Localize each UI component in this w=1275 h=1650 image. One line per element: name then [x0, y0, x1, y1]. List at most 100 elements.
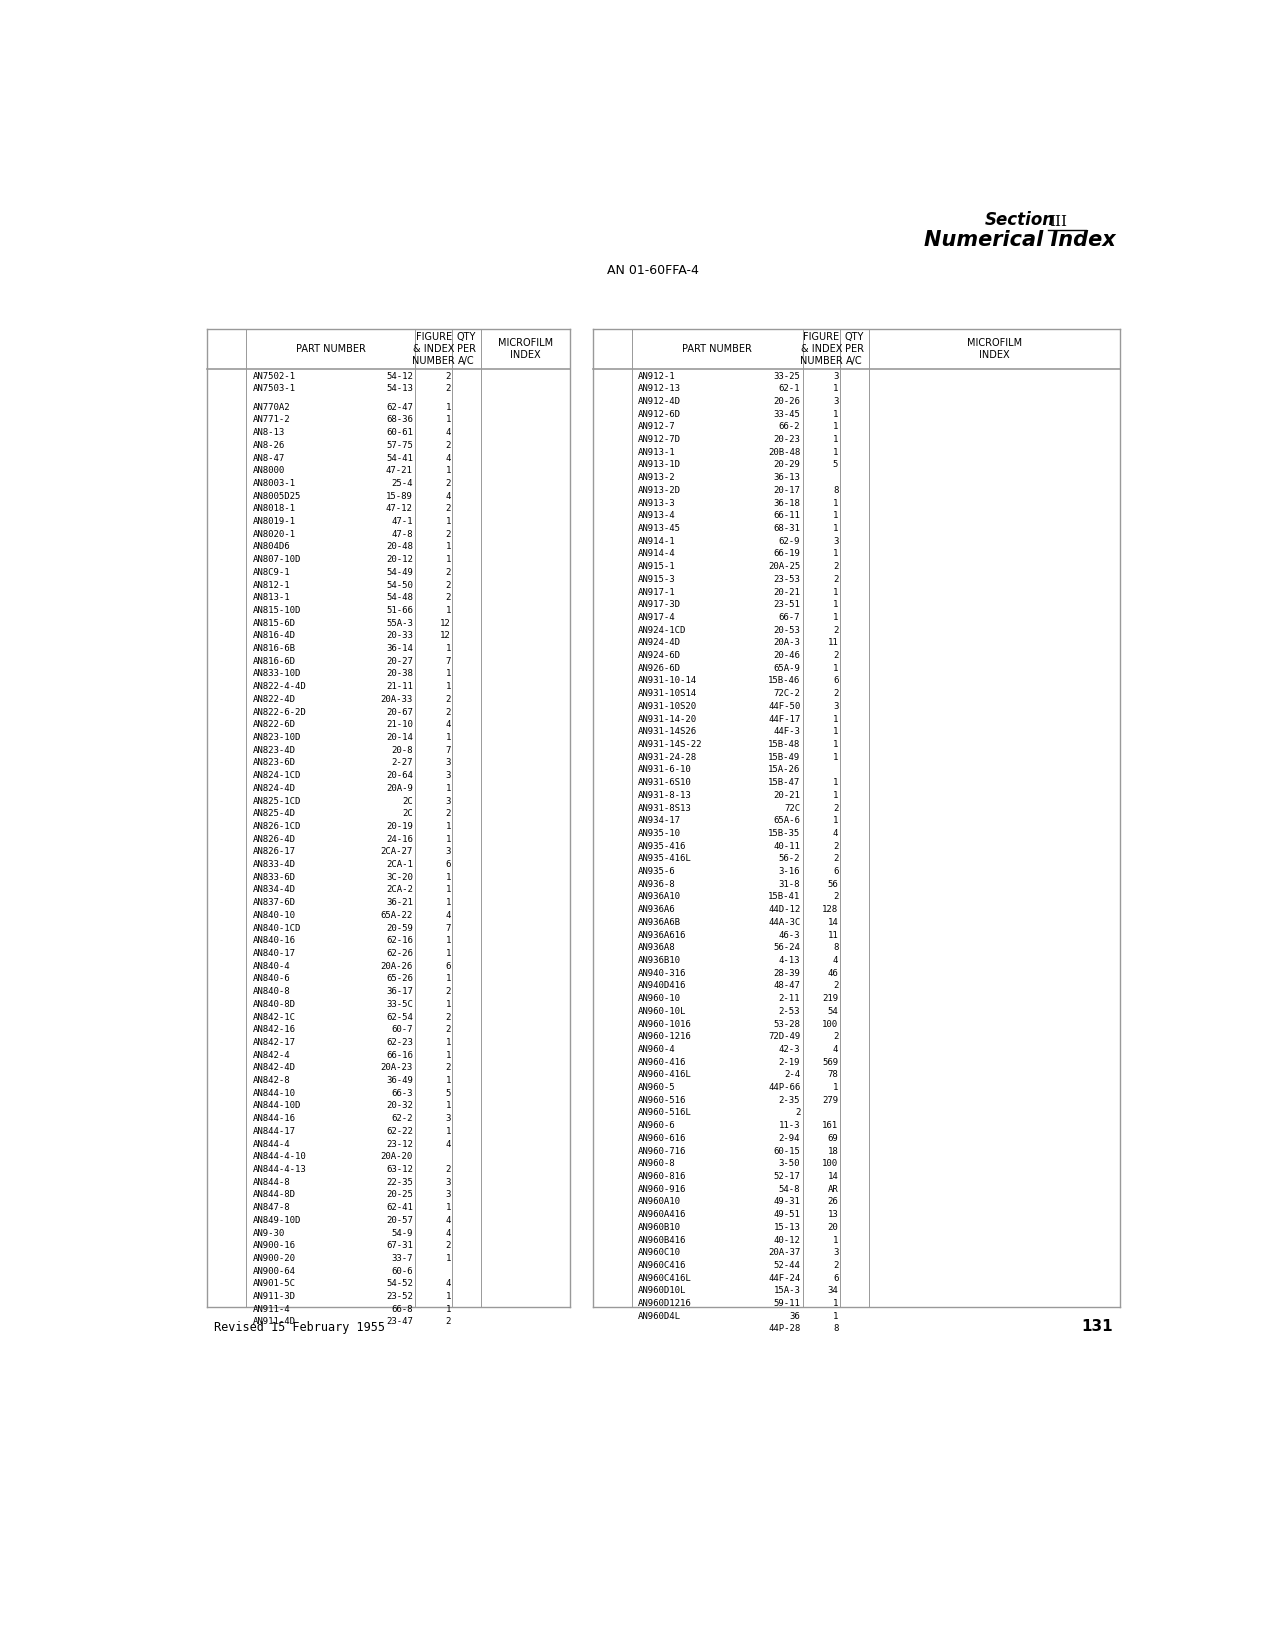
Text: 2-35: 2-35 [779, 1096, 801, 1106]
Text: 3: 3 [445, 848, 451, 856]
Text: 20-23: 20-23 [774, 436, 801, 444]
Text: AN840-10: AN840-10 [252, 911, 296, 921]
Text: AN934-17: AN934-17 [639, 817, 681, 825]
Text: 6: 6 [833, 1274, 838, 1282]
Text: 2: 2 [445, 505, 451, 513]
Text: 2-11: 2-11 [779, 993, 801, 1003]
Text: 54-12: 54-12 [386, 371, 413, 381]
Text: AN900-64: AN900-64 [252, 1267, 296, 1275]
Text: 1: 1 [445, 784, 451, 794]
Text: AN960A10: AN960A10 [639, 1198, 681, 1206]
Text: AN812-1: AN812-1 [252, 581, 289, 589]
Text: 36-13: 36-13 [774, 474, 801, 482]
Text: AN960B10: AN960B10 [639, 1223, 681, 1233]
Text: 20-59: 20-59 [386, 924, 413, 932]
Text: 2CA-2: 2CA-2 [386, 886, 413, 894]
Text: 1: 1 [833, 384, 838, 393]
Text: 36-17: 36-17 [386, 987, 413, 997]
Text: 54-13: 54-13 [386, 384, 413, 393]
Text: AN844-8D: AN844-8D [252, 1190, 296, 1200]
Text: 23-52: 23-52 [386, 1292, 413, 1302]
Text: AN840-17: AN840-17 [252, 949, 296, 959]
Text: 52-17: 52-17 [774, 1172, 801, 1181]
Text: 2: 2 [833, 982, 838, 990]
Text: 1: 1 [445, 1076, 451, 1086]
Text: AN842-17: AN842-17 [252, 1038, 296, 1048]
Text: 44P-28: 44P-28 [768, 1325, 801, 1333]
Text: 2: 2 [833, 804, 838, 812]
Text: 47-12: 47-12 [386, 505, 413, 513]
Text: 20A-9: 20A-9 [386, 784, 413, 794]
Text: AN8-13: AN8-13 [252, 427, 284, 437]
Text: 66-7: 66-7 [779, 612, 801, 622]
Text: 3-16: 3-16 [779, 866, 801, 876]
Text: 54-49: 54-49 [386, 568, 413, 577]
Text: 2CA-1: 2CA-1 [386, 860, 413, 870]
Text: AN840-8: AN840-8 [252, 987, 289, 997]
Text: 22-35: 22-35 [386, 1178, 413, 1186]
Text: AN960-416: AN960-416 [639, 1058, 687, 1066]
Text: 11-3: 11-3 [779, 1120, 801, 1130]
Text: AN913-2: AN913-2 [639, 474, 676, 482]
Text: AN815-10D: AN815-10D [252, 606, 301, 615]
Text: 1: 1 [445, 1305, 451, 1313]
Text: 1: 1 [833, 1082, 838, 1092]
Text: 72D-49: 72D-49 [768, 1033, 801, 1041]
Text: AN960-616: AN960-616 [639, 1134, 687, 1143]
Text: QTY
PER
A/C: QTY PER A/C [844, 332, 864, 366]
Text: 20A-37: 20A-37 [768, 1247, 801, 1257]
Text: AN960-10L: AN960-10L [639, 1006, 687, 1016]
Text: 20-57: 20-57 [386, 1216, 413, 1224]
Text: 24-16: 24-16 [386, 835, 413, 843]
Text: 48-47: 48-47 [774, 982, 801, 990]
Text: AN7502-1: AN7502-1 [252, 371, 296, 381]
Text: AN936A6B: AN936A6B [639, 917, 681, 927]
Text: AN8000: AN8000 [252, 467, 284, 475]
Text: 65A-6: 65A-6 [774, 817, 801, 825]
Text: AR: AR [827, 1185, 838, 1193]
Text: 4: 4 [445, 454, 451, 462]
Text: AN825-4D: AN825-4D [252, 808, 296, 818]
Text: 2: 2 [833, 893, 838, 901]
Text: 8: 8 [833, 944, 838, 952]
Text: AN840-4: AN840-4 [252, 962, 289, 970]
Text: 49-31: 49-31 [774, 1198, 801, 1206]
Text: 15B-41: 15B-41 [768, 893, 801, 901]
Text: 2: 2 [833, 563, 838, 571]
Text: 1: 1 [833, 447, 838, 457]
Text: AN931-24-28: AN931-24-28 [639, 752, 697, 762]
Text: 68-31: 68-31 [774, 525, 801, 533]
Text: AN935-416L: AN935-416L [639, 855, 692, 863]
Text: 6: 6 [833, 676, 838, 685]
Text: 47-21: 47-21 [386, 467, 413, 475]
Text: Numerical Index: Numerical Index [924, 231, 1116, 251]
Text: 72C: 72C [784, 804, 801, 812]
Text: 13: 13 [827, 1209, 838, 1219]
Text: 1: 1 [833, 663, 838, 673]
Text: AN901-5C: AN901-5C [252, 1279, 296, 1289]
Text: 36-49: 36-49 [386, 1076, 413, 1086]
Text: 2: 2 [445, 1165, 451, 1175]
Text: AN935-10: AN935-10 [639, 828, 681, 838]
Text: 1: 1 [833, 728, 838, 736]
Text: 2: 2 [833, 1261, 838, 1270]
Text: AN960A416: AN960A416 [639, 1209, 687, 1219]
Text: 1: 1 [445, 403, 451, 412]
Text: AN960-516L: AN960-516L [639, 1109, 692, 1117]
Text: 33-7: 33-7 [391, 1254, 413, 1262]
Text: 1: 1 [833, 498, 838, 508]
Text: FIGURE
& INDEX
NUMBER: FIGURE & INDEX NUMBER [799, 332, 843, 366]
Text: AN912-6D: AN912-6D [639, 409, 681, 419]
Text: 4: 4 [445, 427, 451, 437]
Text: AN822-4D: AN822-4D [252, 695, 296, 705]
Text: AN833-4D: AN833-4D [252, 860, 296, 870]
Text: AN842-1C: AN842-1C [252, 1013, 296, 1021]
Text: AN912-13: AN912-13 [639, 384, 681, 393]
Text: 54-41: 54-41 [386, 454, 413, 462]
Text: 8: 8 [833, 485, 838, 495]
Text: 1: 1 [445, 835, 451, 843]
Text: 20-25: 20-25 [386, 1190, 413, 1200]
Text: 1: 1 [833, 587, 838, 597]
Text: Section: Section [984, 211, 1054, 229]
Text: 63-12: 63-12 [386, 1165, 413, 1175]
